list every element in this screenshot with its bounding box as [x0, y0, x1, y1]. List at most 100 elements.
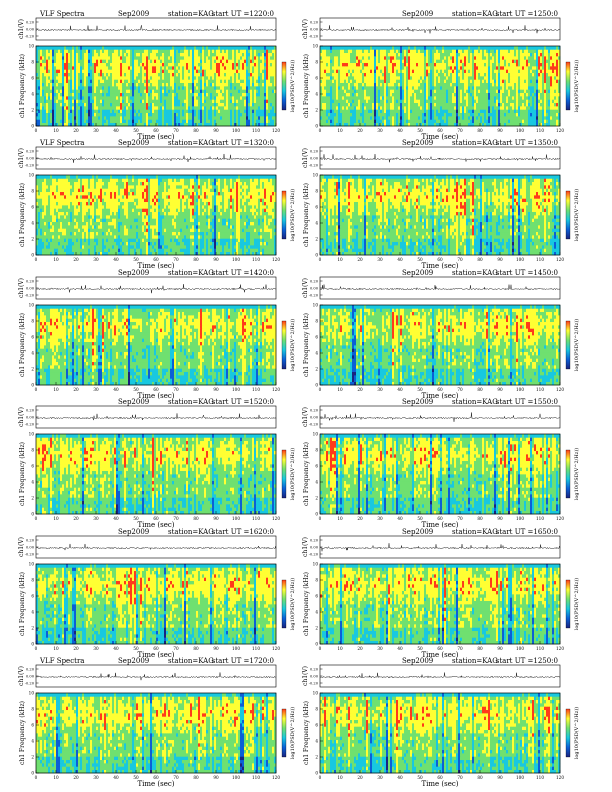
- spectrogram-cell: [340, 113, 342, 117]
- spectrogram-cell: [152, 79, 154, 83]
- spectrogram-cell: [166, 93, 168, 97]
- spectrogram-cell: [86, 49, 88, 53]
- spectrogram-cell: [140, 63, 142, 67]
- spectrogram-cell: [272, 93, 274, 97]
- spectrogram-cell: [226, 103, 228, 107]
- spectrogram-cell: [194, 93, 196, 97]
- spectrogram-cell: [248, 73, 250, 77]
- spectrogram-cell: [222, 79, 224, 83]
- spectrogram-cell: [182, 76, 184, 80]
- spectrogram-cell: [182, 83, 184, 87]
- spectrogram-cell: [40, 86, 42, 90]
- spectrogram-cell: [260, 69, 262, 73]
- spectrogram-cell: [540, 113, 542, 117]
- spectrogram-cell: [86, 56, 88, 60]
- spectrogram-cell: [38, 119, 40, 123]
- spectrogram-cell: [232, 49, 234, 53]
- spectrogram-cell: [226, 96, 228, 100]
- spectrogram-cell: [216, 96, 218, 100]
- spectrogram-cell: [192, 113, 194, 117]
- spectrogram-cell: [78, 63, 80, 67]
- spectrogram-cell: [400, 106, 402, 110]
- spectrogram-cell: [102, 49, 104, 53]
- spectrogram-cell: [44, 59, 46, 63]
- spectrogram-cell: [362, 119, 364, 123]
- spectrogram-cell: [228, 49, 230, 53]
- frequency-tick-label: 4: [31, 92, 34, 97]
- spectrogram-cell: [224, 83, 226, 87]
- spectrogram-cell: [420, 116, 422, 120]
- spectrogram-cell: [162, 66, 164, 70]
- spectrogram-cell: [226, 46, 228, 50]
- spectrogram-cell: [152, 63, 154, 67]
- spectrogram-cell: [208, 99, 210, 103]
- spectrogram-cell: [58, 73, 60, 77]
- spectrogram-cell: [180, 113, 182, 117]
- spectrogram-cell: [354, 113, 356, 117]
- spectrogram-cell: [142, 113, 144, 117]
- spectrogram-cell: [142, 49, 144, 53]
- spectrogram-cell: [488, 116, 490, 120]
- spectrogram-cell: [144, 96, 146, 100]
- spectrogram-cell: [170, 89, 172, 93]
- spectrogram-cell: [386, 119, 388, 123]
- spectrogram-cell: [238, 106, 240, 110]
- spectrogram-cell: [220, 96, 222, 100]
- spectrogram-cell: [140, 56, 142, 60]
- spectrogram-cell: [222, 76, 224, 80]
- spectrogram-cell: [438, 109, 440, 113]
- spectrogram-cell: [128, 103, 130, 107]
- spectrogram-cell: [202, 83, 204, 87]
- spectrogram-cell: [76, 116, 78, 120]
- spectrogram-cell: [254, 106, 256, 110]
- spectrogram-cell: [76, 49, 78, 53]
- spectrogram-cell: [60, 113, 62, 117]
- spectrogram-cell: [554, 116, 556, 120]
- spectrogram-cell: [74, 99, 76, 103]
- spectrogram-cell: [118, 63, 120, 67]
- spectrogram-cell: [266, 109, 268, 113]
- spectrogram-cell: [114, 53, 116, 57]
- spectrogram-cell: [200, 93, 202, 97]
- spectrogram-cell: [350, 106, 352, 110]
- spectrogram-cell: [536, 113, 538, 117]
- spectrogram-cell: [186, 53, 188, 57]
- spectrogram-cell: [122, 106, 124, 110]
- spectrogram-cell: [146, 89, 148, 93]
- spectrogram-cell: [38, 103, 40, 107]
- spectrogram-cell: [38, 66, 40, 70]
- spectrogram-cell: [164, 86, 166, 90]
- spectrogram-cell: [144, 76, 146, 80]
- panel-station: station=KAG: [452, 10, 498, 18]
- spectrogram-cell: [122, 113, 124, 117]
- spectrogram-cell: [52, 49, 54, 53]
- spectrogram-cell: [82, 99, 84, 103]
- spectrogram-cell: [132, 53, 134, 57]
- spectrogram-cell: [54, 73, 56, 77]
- spectrogram-cell: [196, 106, 198, 110]
- spectrogram-cell: [376, 113, 378, 117]
- spectrogram-cell: [42, 103, 44, 107]
- spectrogram-cell: [394, 113, 396, 117]
- spectrogram-cell: [260, 89, 262, 93]
- spectrogram-cell: [76, 109, 78, 113]
- amplitude-frame: [320, 18, 560, 40]
- spectrogram-cell: [112, 99, 114, 103]
- spectrogram-cell: [408, 113, 410, 117]
- spectrogram-cell: [146, 79, 148, 83]
- spectrogram-cell: [256, 79, 258, 83]
- spectrogram-cell: [90, 46, 92, 50]
- spectrogram-cell: [102, 56, 104, 60]
- spectrogram-cell: [172, 56, 174, 60]
- spectrogram-cell: [112, 49, 114, 53]
- spectrogram-cell: [268, 103, 270, 107]
- spectrogram-cell: [366, 113, 368, 117]
- spectrogram-cell: [142, 89, 144, 93]
- spectrogram-cell: [398, 106, 400, 110]
- spectrogram-cell: [120, 106, 122, 110]
- spectrogram-cell: [100, 69, 102, 73]
- spectrogram-cell: [118, 109, 120, 113]
- spectrogram-cell: [256, 46, 258, 50]
- time-tick-label: 40: [113, 128, 119, 133]
- spectrogram-cell: [226, 73, 228, 77]
